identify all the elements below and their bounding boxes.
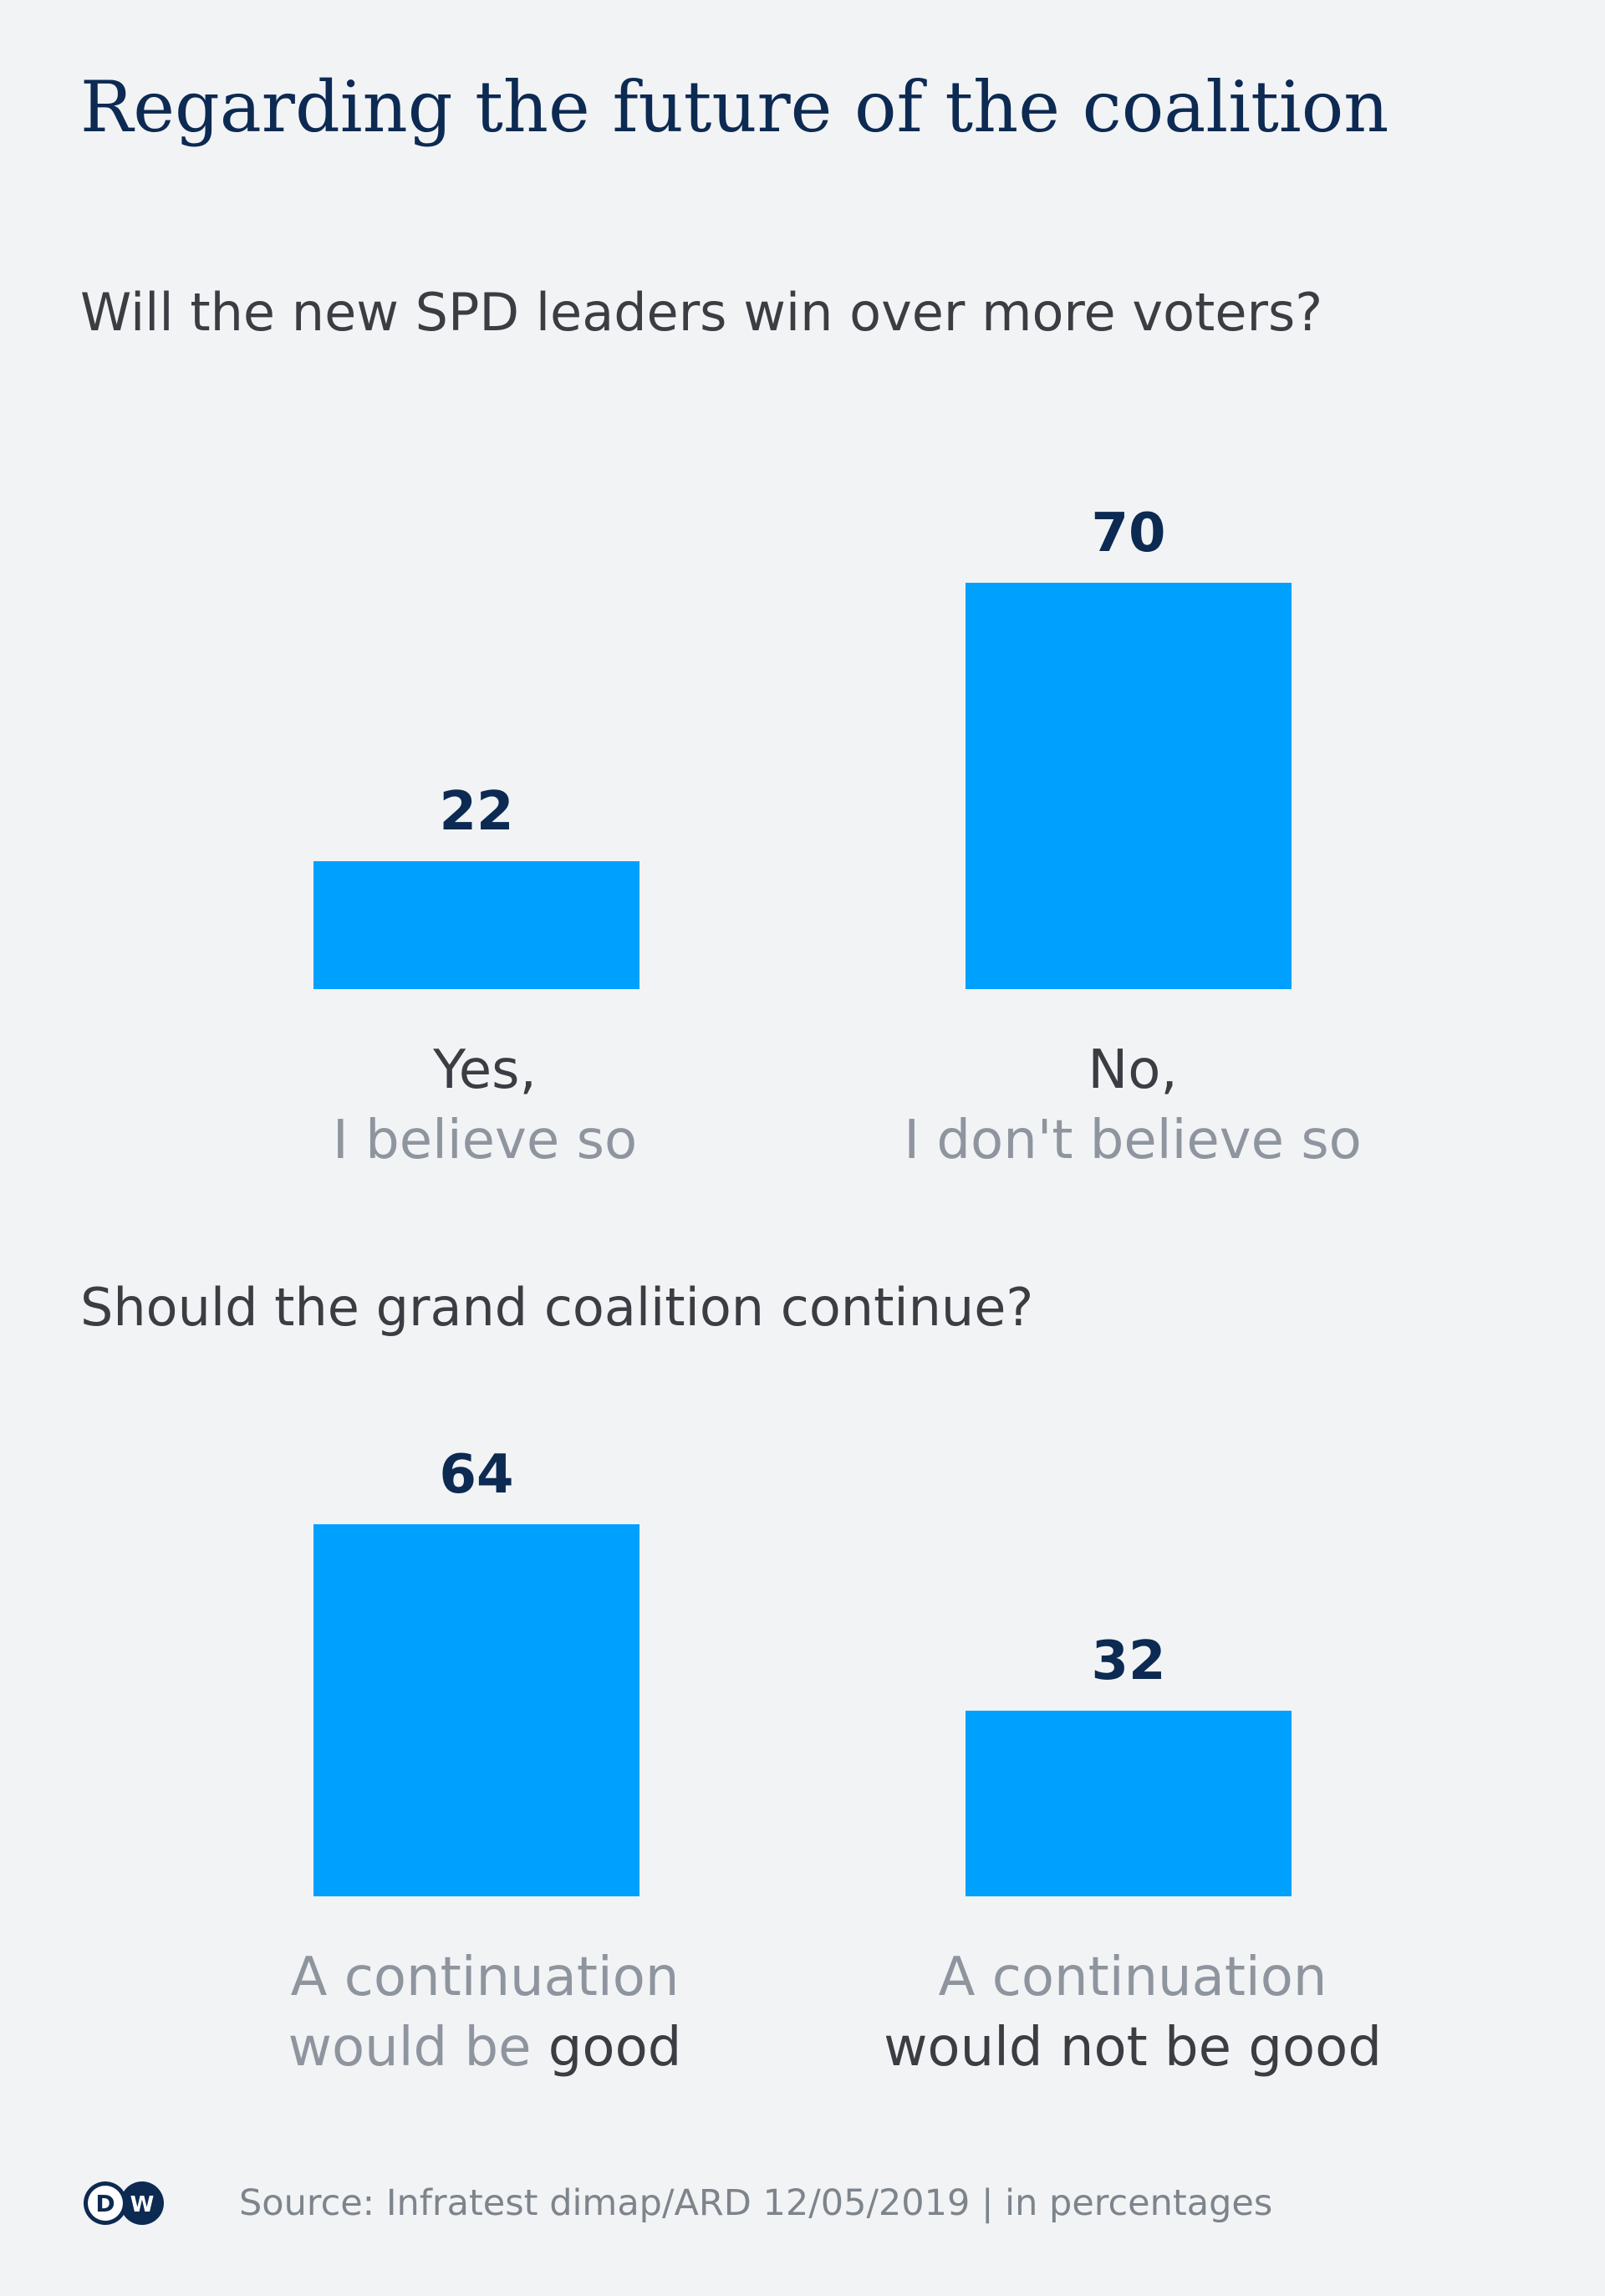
category-label-yes: Yes, I believe so [332,1039,638,1171]
category-label-not-good: A continuation would not be good [884,1946,1382,2079]
bar-value-good: 64 [439,1444,514,1507]
svg-text:W: W [130,2192,155,2217]
bar-yes [313,861,639,989]
category-label-no: No, I don't believe so [904,1039,1362,1171]
bar-not-good [966,1710,1292,1896]
bar-good [313,1524,639,1896]
chart-1-title: Will the new SPD leaders win over more v… [80,282,1323,343]
bar-value-yes: 22 [439,781,514,844]
svg-text:D: D [95,2190,115,2217]
chart-title: Regarding the future of the coalition [80,66,1389,148]
chart-2-title: Should the grand coalition continue? [80,1277,1034,1338]
bar-value-no: 70 [1091,502,1166,564]
category-label-good: A continuation would be good [288,1946,682,2079]
dw-logo: D W [84,2181,164,2225]
bar-no [966,582,1292,989]
bar-value-not-good: 32 [1091,1630,1166,1692]
bar-chart-1: 22 70 Yes, I believe so No, I don't beli… [0,468,1605,1171]
source-note: Source: Infratest dimap/ARD 12/05/2019 |… [239,2182,1273,2224]
footer: D W Source: Infratest dimap/ARD 12/05/20… [80,2178,1272,2228]
bar-chart-2: 64 32 A continuation would be good A con… [0,1421,1605,2079]
